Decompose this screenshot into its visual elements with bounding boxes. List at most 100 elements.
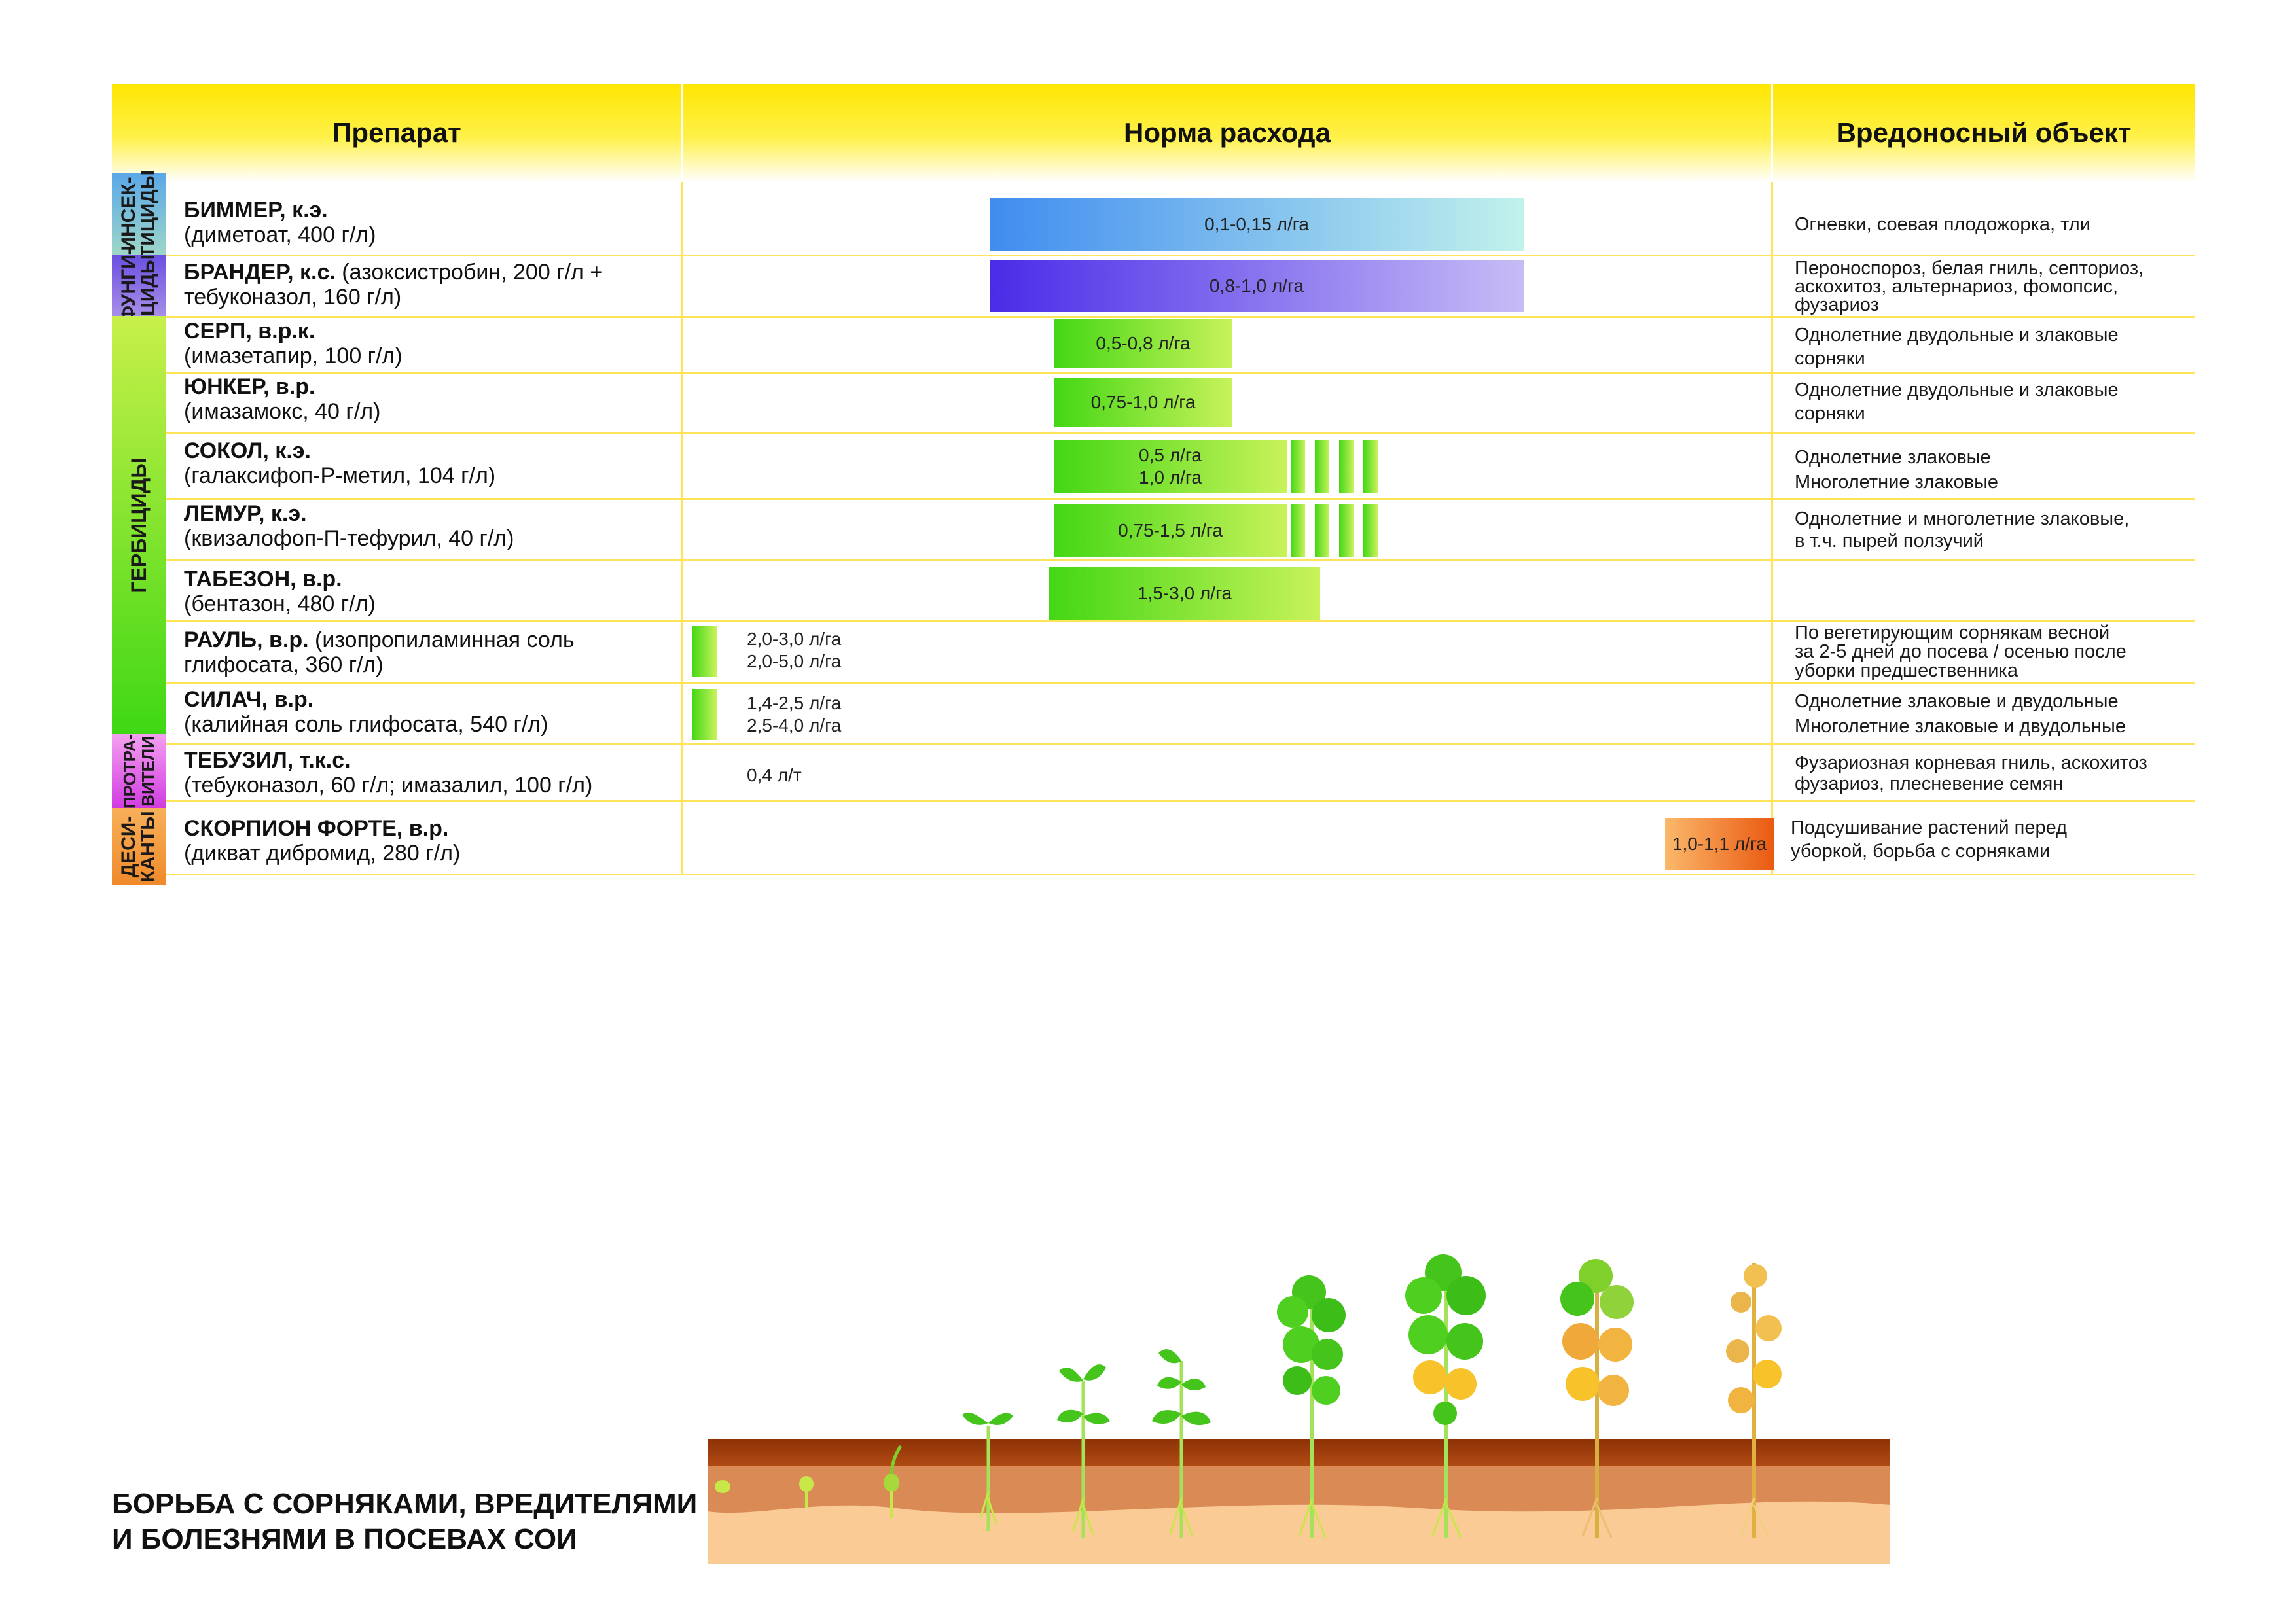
row-divider [166, 800, 2195, 802]
preparation-detail: (изопропиламинная соль [308, 627, 575, 652]
flowering-plant-icon [1405, 1254, 1486, 1538]
preparation-ingredient: (калийная соль глифосата, 540 г/л) [184, 712, 548, 737]
rate-extension-segment [1363, 504, 1378, 557]
rate-bar-serp: 0,5-0,8 л/га [1054, 319, 1232, 368]
young-plant-icon [1057, 1364, 1110, 1538]
row-divider [166, 432, 2195, 434]
header-divider [681, 84, 683, 182]
header-rate: Норма расхода [1124, 117, 1331, 148]
seed-icon [715, 1480, 730, 1493]
row-divider [166, 498, 2195, 500]
target-line: Подсушивание растений перед [1791, 817, 2068, 838]
preparation-name: БИММЕР, к.э. [184, 198, 328, 222]
young-plant-icon [1152, 1349, 1211, 1538]
preparation-cell: СКОРПИОН ФОРТЕ, в.р. (дикват дибромид, 2… [184, 816, 681, 866]
seed-icon [884, 1474, 899, 1492]
target-line: Однолетние и многолетние злаковые, [1795, 508, 2130, 529]
target-line: Многолетние злаковые [1795, 472, 1999, 493]
rate-text-silach: 1,4-2,5 л/га 2,5-4,0 л/га [747, 693, 842, 735]
preparation-cell: СОКОЛ, к.э. (галаксифоп-Р-метил, 104 г/л… [184, 438, 681, 488]
preparation-name: СИЛАЧ, в.р. [184, 687, 314, 712]
preparation-cell: ТЕБУЗИЛ, т.к.с. (тебуконазол, 60 г/л; им… [184, 748, 681, 798]
rate-extension-segment [1339, 504, 1354, 557]
preparation-cell: СЕРП, в.р.к. (имазетапир, 100 г/л) [184, 319, 681, 368]
rate-extension-segment [1291, 504, 1305, 557]
category-label: ИНСЕК- ТИЦИДЫ [118, 169, 159, 258]
preparation-cell: СИЛАЧ, в.р. (калийная соль глифосата, 54… [184, 687, 681, 737]
rate-bar-tabezon: 1,5-3,0 л/га [1049, 567, 1320, 620]
target-cell: Огневки, соевая плодожорка, тли [1795, 215, 2279, 234]
target-cell: Однолетние двудольные и злаковые сорняки [1795, 378, 2279, 425]
column-divider [1771, 182, 1773, 875]
target-line: уборки предшественника [1795, 660, 2018, 681]
target-line: сорняки [1795, 348, 1865, 369]
rate-bar-yunker: 0,75-1,0 л/га [1054, 378, 1232, 427]
category-desiccants: ДЕСИ- КАНТЫ [112, 808, 166, 885]
row-divider [166, 372, 2195, 374]
preparation-cell: БИММЕР, к.э. (диметоат, 400 г/л) [184, 198, 681, 247]
seed-icon [799, 1476, 814, 1492]
preparation-name: БРАНДЕР, к.с. [184, 260, 336, 285]
category-label: ГЕРБИЦИДЫ [127, 457, 151, 593]
target-line: Пероноспороз, белая гниль, септориоз, [1795, 258, 2144, 279]
target-line: Фузариозная корневая гниль, аскохитоз [1795, 752, 2147, 773]
target-line: Однолетние двудольные и злаковые [1795, 380, 2119, 400]
mature-plant-icon [1277, 1275, 1346, 1538]
target-line: Огневки, соевая плодожорка, тли [1795, 214, 2090, 235]
preparation-ingredient: (дикват дибромид, 280 г/л) [184, 841, 461, 866]
ripening-plant-icon [1560, 1259, 1634, 1538]
row-divider [166, 743, 2195, 745]
target-line: Однолетние злаковые и двудольные [1795, 691, 2119, 712]
target-cell: Подсушивание растений перед уборкой, бор… [1791, 816, 2275, 863]
rate-bar-scorpion-forte: 1,0-1,1 л/га [1665, 818, 1774, 870]
rate-extension-segment [1363, 440, 1378, 493]
target-line: Многолетние злаковые и двудольные [1795, 716, 2126, 737]
target-line: в т.ч. пырей ползучий [1795, 531, 1984, 552]
preparation-name: РАУЛЬ, в.р. [184, 627, 309, 652]
column-divider [681, 182, 683, 875]
target-cell: По вегетирующим сорнякам весной за 2-5 д… [1795, 624, 2279, 680]
preparation-ingredient: (галаксифоп-Р-метил, 104 г/л) [184, 463, 496, 488]
preparation-ingredient: (квизалофоп-П-тефурил, 40 г/л) [184, 526, 514, 551]
preparation-cell: РАУЛЬ, в.р. (изопропиламинная соль глифо… [184, 627, 681, 677]
preparation-ingredient: (тебуконазол, 60 г/л; имазалил, 100 г/л) [184, 773, 593, 798]
preparation-cell: ТАБЕЗОН, в.р. (бентазон, 480 г/л) [184, 567, 681, 616]
target-line: уборкой, борьба с сорняками [1791, 841, 2051, 862]
category-label: ДЕСИ- КАНТЫ [118, 811, 159, 883]
row-divider [166, 559, 2195, 561]
target-line: фузариоз [1795, 294, 1879, 315]
sprout-icon [889, 1445, 903, 1474]
preparation-ingredient: (имазамокс, 40 г/л) [184, 399, 381, 424]
rate-extension-segment [1339, 440, 1354, 493]
category-herbicides: ГЕРБИЦИДЫ [112, 316, 166, 734]
header-preparation: Препарат [332, 117, 461, 148]
rate-text-raul: 2,0-3,0 л/га 2,0-5,0 л/га [747, 629, 842, 671]
target-cell: Пероноспороз, белая гниль, септориоз, ас… [1795, 258, 2279, 315]
preparation-cell: ЛЕМУР, к.э. (квизалофоп-П-тефурил, 40 г/… [184, 501, 681, 551]
target-cell: Однолетние двудольные и злаковые сорняки [1795, 323, 2279, 370]
target-cell: Однолетние злаковые Многолетние злаковые [1795, 445, 2279, 495]
rate-marker-silach [692, 689, 717, 740]
target-line: сорняки [1795, 403, 1865, 424]
dried-plant-icon [1726, 1263, 1782, 1538]
header-target: Вредоносный объект [1836, 117, 2132, 148]
target-cell: Однолетние и многолетние злаковые, в т.ч… [1795, 508, 2279, 552]
rate-extension-segment [1315, 440, 1329, 493]
rate-bar-lemur: 0,75-1,5 л/га [1054, 504, 1287, 557]
rate-extension-segment [1315, 504, 1329, 557]
target-line: фузариоз, плесневение семян [1795, 773, 2064, 794]
category-insecticides: ИНСЕК- ТИЦИДЫ [112, 169, 166, 258]
row-divider [166, 255, 2195, 256]
rate-text-tebuzil: 0,4 л/т [747, 765, 802, 785]
category-label: ПРОТРА- ВИТЕЛИ [120, 733, 158, 809]
category-fungicides: ФУНГИ- ЦИДЫ [112, 248, 166, 323]
document-title: БОРЬБА С СОРНЯКАМИ, ВРЕДИТЕЛЯМИ И БОЛЕЗН… [112, 1488, 698, 1555]
table-header-band [112, 84, 2195, 182]
preparation-ingredient: (диметоат, 400 г/л) [184, 222, 376, 247]
preparation-ingredient: (бентазон, 480 г/л) [184, 591, 376, 616]
row-divider [166, 316, 2195, 318]
category-seed-treatments: ПРОТРА- ВИТЕЛИ [112, 733, 166, 809]
row-divider [166, 620, 2195, 622]
rate-extension-segment [1291, 440, 1305, 493]
header-divider [1771, 84, 1773, 182]
